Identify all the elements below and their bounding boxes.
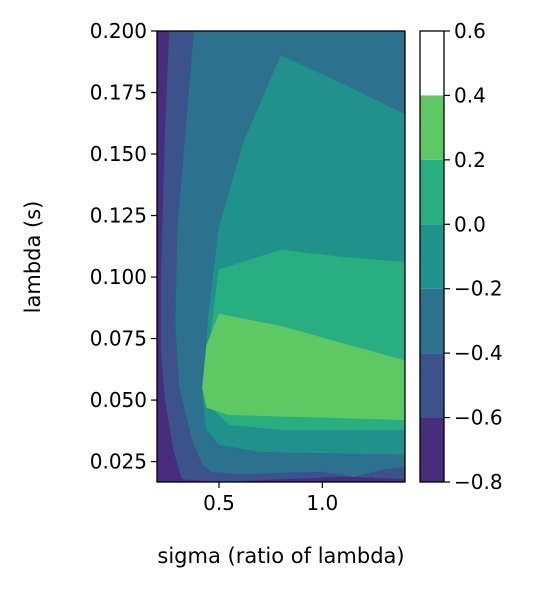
colorbar-tick-label: 0.0: [454, 212, 486, 236]
colorbar-tick-label: −0.4: [454, 341, 503, 365]
y-tick-label: 0.175: [90, 81, 147, 105]
y-tick-label: 0.025: [90, 450, 147, 474]
colorbar-tick-label: 0.6: [454, 19, 486, 43]
colorbar-segment: [420, 353, 444, 418]
colorbar-segment: [420, 288, 444, 354]
colorbar-tick-label: 0.2: [454, 148, 486, 172]
y-axis-ticks: 0.025 0.050 0.075 0.100 0.125 0.150 0.175 0.200: [90, 19, 157, 474]
colorbar-segment: [420, 417, 444, 482]
contour-region-6: [208, 345, 405, 408]
colorbar-ticks: −0.8 −0.6 −0.4 −0.2 0.0 0.2 0.4 0.6: [444, 19, 503, 494]
colorbar-segment: [420, 95, 444, 160]
x-axis-label: sigma (ratio of lambda): [157, 544, 404, 568]
colorbar-tick-label: −0.8: [454, 470, 503, 494]
colorbar-segment: [420, 224, 444, 289]
colorbar-tick-label: −0.2: [454, 277, 503, 301]
y-tick-label: 0.050: [90, 388, 147, 412]
colorbar-frame: [419, 30, 445, 483]
y-tick-label: 0.100: [90, 265, 147, 289]
x-tick-label: 1.0: [306, 491, 338, 515]
y-axis-label: lambda (s): [21, 201, 45, 314]
x-axis-ticks: 0.5 1.0: [203, 482, 338, 515]
colorbar-tick-label: −0.6: [454, 406, 503, 430]
y-tick-label: 0.200: [90, 19, 147, 43]
y-tick-label: 0.125: [90, 204, 147, 228]
plot-frame: [156, 30, 406, 483]
y-tick-label: 0.150: [90, 142, 147, 166]
x-tick-label: 0.5: [203, 491, 235, 515]
colorbar: [420, 95, 444, 482]
contour-regions: [157, 31, 405, 482]
colorbar-tick-label: 0.4: [454, 83, 486, 107]
y-tick-label: 0.075: [90, 327, 147, 351]
colorbar-segment: [420, 159, 444, 225]
